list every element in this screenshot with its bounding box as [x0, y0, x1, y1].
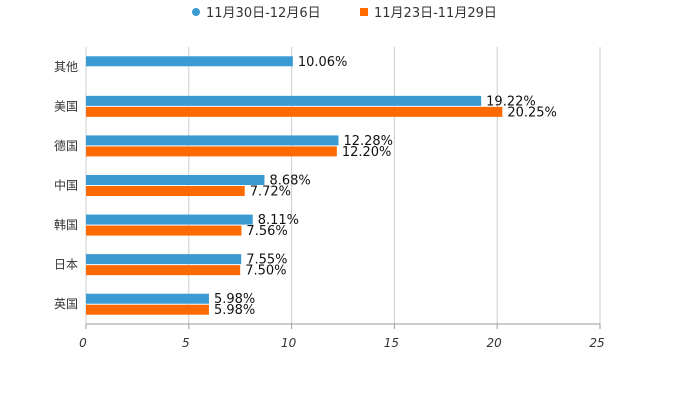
value-label: 7.55%: [246, 253, 287, 268]
bar-series-2: [86, 186, 245, 196]
category-label: 德国: [54, 138, 78, 153]
bar-series-2: [86, 225, 242, 236]
bar-series-1: [86, 95, 482, 106]
category-label: 日本: [54, 258, 78, 272]
value-label: 12.28%: [343, 134, 393, 149]
bar-series-1: [86, 293, 209, 304]
bar-series-2: [86, 304, 209, 315]
value-label: 20.25%: [507, 105, 557, 120]
x-tick-label: 25: [589, 336, 604, 350]
value-label: 7.50%: [245, 264, 286, 279]
category-label: 英国: [54, 297, 78, 311]
bar-series-1: [86, 175, 265, 185]
bar-series-2: [86, 146, 337, 157]
value-label: 10.06%: [298, 55, 348, 70]
value-label: 12.20%: [342, 145, 392, 160]
x-tick-label: 15: [384, 336, 399, 350]
legend-label: 11月30日-12月6日: [206, 6, 321, 21]
bar-series-2: [86, 106, 503, 117]
bar-series-1: [86, 135, 339, 146]
bar-series-1: [86, 254, 242, 265]
value-label: 8.68%: [269, 174, 310, 189]
x-tick-label: 10: [281, 336, 297, 350]
bar-series-2: [86, 265, 241, 276]
legend-marker: [192, 8, 200, 16]
value-labels: 10.06% 19.22%20.25% 12.28%12.20% 8.68%7.72%…: [214, 55, 557, 318]
legend-label: 11月23日-11月29日: [374, 6, 497, 21]
x-tick-label: 0: [79, 336, 87, 350]
category-label: 韩国: [54, 217, 78, 232]
value-label: 7.72%: [250, 185, 291, 200]
legend-marker: [360, 8, 368, 16]
value-label: 8.11%: [258, 213, 299, 228]
x-tick-label: 5: [182, 336, 190, 350]
category-label: 美国: [54, 99, 78, 113]
x-axis: 0 5 10 15 20 25: [79, 323, 605, 350]
grid-lines: [85, 47, 601, 324]
value-label: 5.98%: [214, 292, 255, 307]
bars: [86, 56, 503, 315]
category-label: 其他: [54, 60, 78, 74]
legend-item-1[interactable]: 11月30日-12月6日: [192, 6, 321, 21]
value-label: 5.98%: [214, 303, 255, 318]
bar-series-1: [86, 214, 253, 225]
legend[interactable]: 11月30日-12月6日 11月23日-11月29日: [192, 6, 497, 21]
category-label: 中国: [54, 178, 78, 193]
value-label: 7.56%: [246, 224, 287, 239]
x-tick-label: 20: [487, 336, 503, 350]
legend-item-2[interactable]: 11月23日-11月29日: [360, 6, 497, 21]
value-label: 19.22%: [486, 94, 536, 109]
bar-series-1: [86, 56, 293, 67]
